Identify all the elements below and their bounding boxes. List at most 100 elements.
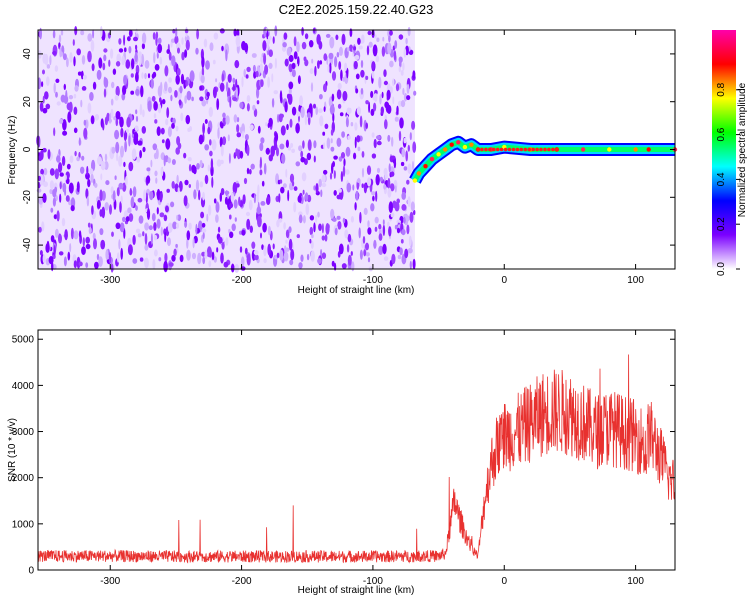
noise-blob bbox=[98, 57, 103, 69]
noise-blob bbox=[220, 252, 224, 264]
noise-blob bbox=[175, 243, 178, 248]
noise-blob bbox=[372, 195, 375, 202]
noise-blob bbox=[293, 186, 298, 192]
noise-blob bbox=[188, 164, 192, 172]
noise-blob bbox=[100, 160, 106, 171]
noise-blob bbox=[336, 137, 342, 147]
noise-blob bbox=[276, 113, 280, 123]
noise-blob bbox=[252, 64, 256, 73]
noise-blob bbox=[260, 56, 264, 63]
noise-blob bbox=[60, 29, 64, 36]
noise-blob bbox=[386, 89, 391, 100]
noise-blob bbox=[155, 177, 158, 184]
noise-blob bbox=[260, 79, 264, 87]
noise-blob bbox=[103, 54, 107, 62]
snr-panel: -300 -200 -100 0 100 0 1000 2000 3000 4000 5000 H… bbox=[7, 329, 676, 596]
noise-blob bbox=[341, 33, 346, 46]
y-tick-label: -20 bbox=[22, 190, 33, 205]
noise-blob bbox=[68, 101, 73, 113]
noise-blob bbox=[282, 183, 287, 189]
noise-blob bbox=[184, 179, 189, 186]
noise-blob bbox=[54, 168, 59, 180]
noise-blob bbox=[78, 137, 81, 146]
noise-blob bbox=[175, 147, 180, 155]
noise-blob bbox=[131, 133, 134, 138]
y-tick-label: 0 bbox=[28, 566, 34, 577]
noise-blob bbox=[99, 189, 103, 202]
noise-blob bbox=[81, 155, 85, 161]
noise-blob bbox=[135, 44, 138, 50]
noise-blob bbox=[128, 29, 133, 37]
noise-blob bbox=[124, 140, 127, 153]
noise-blob bbox=[379, 176, 384, 182]
noise-blob bbox=[391, 253, 396, 265]
noise-blob bbox=[85, 172, 90, 180]
noise-blob bbox=[354, 136, 357, 149]
noise-blob bbox=[160, 127, 165, 135]
noise-blob bbox=[276, 252, 280, 258]
noise-blob bbox=[380, 106, 384, 115]
noise-blob bbox=[113, 116, 117, 121]
noise-blob bbox=[38, 226, 42, 233]
x-tick-label: 100 bbox=[627, 576, 644, 587]
signal-hotspot bbox=[539, 147, 543, 152]
noise-blob bbox=[144, 232, 148, 245]
noise-blob bbox=[367, 30, 372, 36]
noise-blob bbox=[146, 208, 151, 220]
noise-blob bbox=[135, 205, 138, 211]
noise-blob bbox=[197, 252, 202, 265]
noise-blob bbox=[204, 89, 207, 95]
colorbar-tick-label: 0.6 bbox=[716, 127, 727, 141]
noise-blob bbox=[199, 181, 204, 188]
noise-blob bbox=[142, 109, 145, 118]
noise-blob bbox=[298, 262, 303, 269]
noise-blob bbox=[195, 47, 199, 55]
noise-blob bbox=[59, 46, 62, 58]
noise-blob bbox=[96, 199, 101, 209]
noise-blob bbox=[151, 95, 156, 102]
noise-blob bbox=[42, 107, 48, 114]
noise-blob bbox=[154, 119, 158, 124]
noise-blob bbox=[262, 40, 267, 52]
noise-blob bbox=[191, 96, 194, 102]
noise-blob bbox=[167, 157, 172, 164]
noise-blob bbox=[354, 122, 358, 131]
noise-blob bbox=[353, 152, 357, 160]
signal-hotspot bbox=[531, 147, 535, 152]
noise-blob bbox=[58, 162, 63, 173]
noise-blob bbox=[388, 163, 391, 173]
noise-blob bbox=[350, 122, 354, 127]
noise-blob bbox=[326, 137, 331, 149]
noise-blob bbox=[115, 222, 121, 230]
noise-blob bbox=[108, 252, 112, 264]
noise-blob bbox=[399, 247, 403, 256]
noise-blob bbox=[156, 191, 159, 197]
noise-blob bbox=[265, 122, 268, 127]
noise-blob bbox=[164, 231, 167, 243]
noise-blob bbox=[371, 132, 375, 138]
noise-blob bbox=[144, 222, 150, 231]
noise-blob bbox=[94, 182, 98, 188]
noise-blob bbox=[265, 147, 270, 155]
noise-blob bbox=[135, 28, 138, 34]
noise-blob bbox=[123, 161, 126, 168]
noise-blob bbox=[114, 175, 117, 180]
noise-blob bbox=[53, 82, 56, 94]
noise-blob bbox=[342, 217, 346, 224]
noise-blob bbox=[260, 232, 262, 239]
noise-blob bbox=[146, 175, 151, 184]
noise-blob bbox=[66, 177, 70, 185]
noise-blob bbox=[313, 140, 317, 149]
noise-blob bbox=[246, 218, 251, 230]
noise-blob bbox=[69, 52, 73, 63]
noise-blob bbox=[383, 69, 387, 77]
noise-blob bbox=[180, 112, 184, 122]
noise-blob bbox=[349, 44, 353, 52]
noise-blob bbox=[288, 226, 292, 234]
noise-blob bbox=[167, 222, 173, 233]
noise-blob bbox=[366, 45, 370, 56]
noise-blob bbox=[233, 114, 238, 123]
noise-blob bbox=[305, 192, 309, 202]
noise-blob bbox=[73, 106, 78, 116]
noise-blob bbox=[309, 68, 314, 75]
